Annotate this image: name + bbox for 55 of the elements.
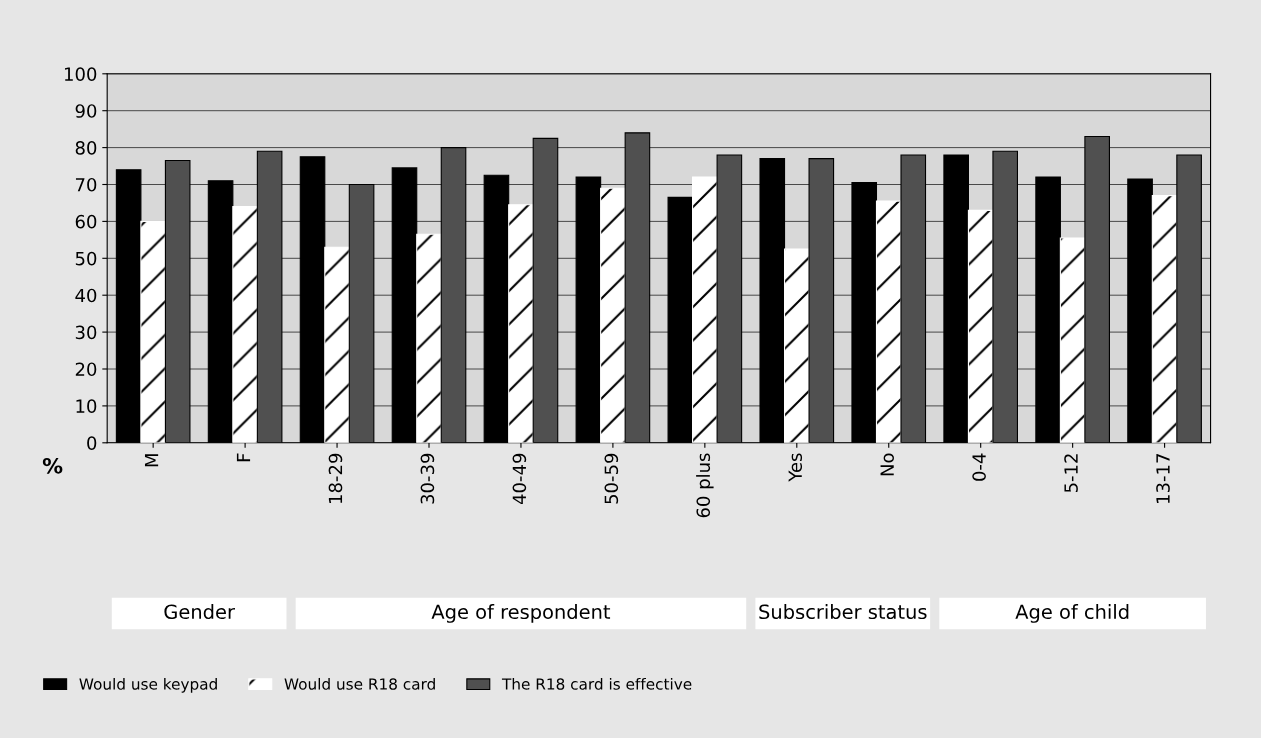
x-tick-label: 60 plus bbox=[696, 453, 714, 518]
bar bbox=[140, 220, 166, 443]
x-tick-label: Yes bbox=[788, 453, 803, 482]
x-tick-label: F bbox=[236, 453, 251, 462]
legend-label: Would use keypad bbox=[79, 677, 217, 693]
bar bbox=[232, 206, 258, 443]
bar bbox=[324, 246, 350, 443]
y-tick-label: 20 bbox=[75, 362, 97, 377]
text: Age of respondent bbox=[431, 604, 611, 623]
bar bbox=[1059, 237, 1086, 443]
x-tick-label: 40-49 bbox=[512, 453, 527, 505]
y-tick-label: 30 bbox=[75, 325, 97, 340]
bar bbox=[1151, 195, 1178, 443]
x-tick-label: M bbox=[144, 454, 159, 467]
x-tick-label: 18-29 bbox=[328, 453, 343, 503]
bar bbox=[851, 182, 878, 443]
y-tick-label: 70 bbox=[75, 177, 97, 192]
bar bbox=[783, 248, 810, 443]
bar bbox=[207, 180, 234, 443]
x-tick-label: 13-17 bbox=[1156, 454, 1170, 503]
bar bbox=[943, 154, 969, 443]
x-tick-label: 0-4 bbox=[972, 453, 986, 481]
text: Age of child bbox=[1015, 604, 1129, 623]
y-tick-label: 80 bbox=[75, 141, 97, 155]
y-axis-title: % bbox=[42, 457, 63, 474]
x-tick-label: 50-59 bbox=[604, 453, 619, 504]
bar bbox=[875, 200, 902, 443]
y-tick-label: 10 bbox=[76, 399, 97, 414]
bar bbox=[667, 196, 694, 443]
bar bbox=[115, 169, 142, 443]
bar bbox=[759, 158, 786, 443]
y-tick-label: 40 bbox=[75, 288, 97, 303]
text: Gender bbox=[164, 604, 235, 620]
bar bbox=[416, 233, 442, 443]
legend-label: Would use R18 card bbox=[284, 677, 435, 690]
y-tick-label: 100 bbox=[64, 67, 97, 81]
x-tick-label: 30-39 bbox=[420, 453, 435, 504]
y-tick-label: 90 bbox=[75, 104, 97, 118]
bar bbox=[483, 174, 510, 443]
bar bbox=[1127, 178, 1153, 443]
bar bbox=[575, 176, 602, 443]
x-tick-label: No bbox=[880, 453, 894, 476]
bar bbox=[692, 176, 718, 443]
bar bbox=[508, 204, 534, 443]
bar bbox=[391, 167, 418, 443]
text: Subscriber status bbox=[759, 604, 927, 620]
y-tick-label: 60 bbox=[75, 214, 97, 229]
x-tick-label: 5-12 bbox=[1064, 454, 1078, 493]
bar bbox=[1035, 176, 1061, 443]
bar bbox=[967, 209, 994, 443]
y-tick-label: 0 bbox=[87, 436, 97, 450]
bar bbox=[299, 156, 326, 443]
y-tick-label: 50 bbox=[75, 251, 97, 266]
legend-label: The R18 card is effective bbox=[501, 677, 692, 690]
bar bbox=[600, 187, 626, 443]
